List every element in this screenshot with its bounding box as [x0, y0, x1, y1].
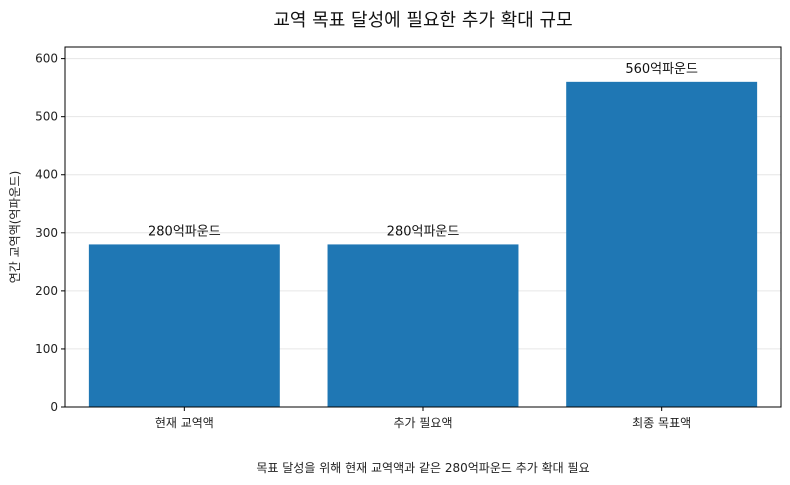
y-axis-ticks: 0 100 200 300 400 500 600 [35, 52, 65, 414]
y-tick-label: 600 [35, 52, 58, 66]
bar-value-label: 560억파운드 [625, 62, 698, 77]
y-tick-label: 300 [35, 226, 58, 240]
y-tick-label: 200 [35, 284, 58, 298]
y-tick-label: 400 [35, 168, 58, 182]
bars [88, 81, 758, 407]
bar-value-label: 280억파운드 [387, 224, 460, 239]
bar-value-label: 280억파운드 [148, 224, 221, 239]
x-tick-label: 최종 목표액 [632, 416, 691, 430]
y-axis-label: 연간 교역액(억파운드) [8, 171, 22, 284]
bar [88, 244, 280, 407]
y-tick-label: 500 [35, 110, 58, 124]
bar [566, 81, 758, 407]
y-tick-label: 0 [50, 400, 58, 414]
bar-data-labels: 280억파운드 280억파운드 560억파운드 [148, 62, 698, 240]
bar [327, 244, 519, 407]
chart-footnote: 목표 달성을 위해 현재 교역액과 같은 280억파운드 추가 확대 필요 [256, 461, 589, 475]
x-tick-label: 추가 필요액 [393, 416, 452, 430]
y-tick-label: 100 [35, 342, 58, 356]
chart-title: 교역 목표 달성에 필요한 추가 확대 규모 [273, 10, 572, 31]
x-axis-ticks: 현재 교역액 추가 필요액 최종 목표액 [155, 407, 691, 430]
x-tick-label: 현재 교역액 [155, 416, 214, 430]
